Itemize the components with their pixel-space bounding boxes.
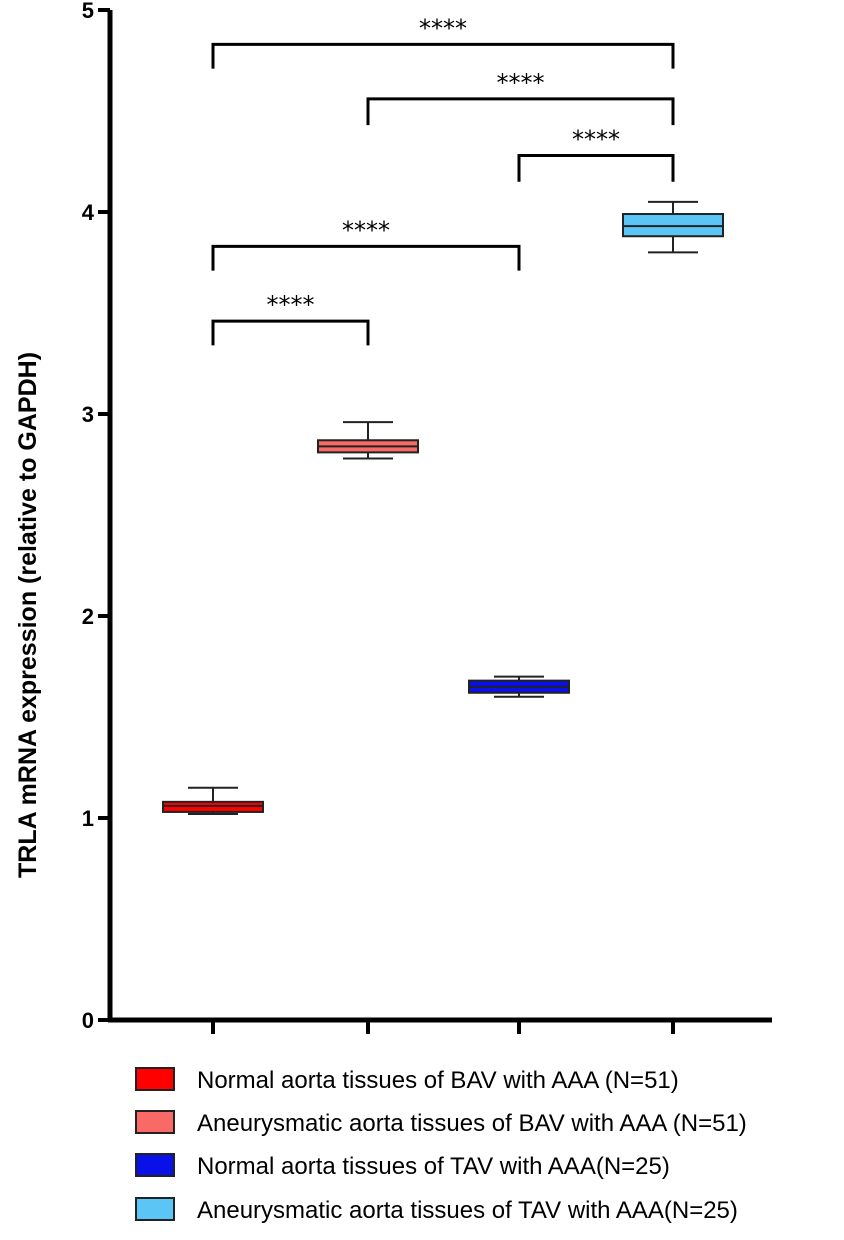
significance-label: **** [342, 216, 390, 244]
legend: Normal aorta tissues of BAV with AAA (N=… [135, 1067, 747, 1224]
box-group [317, 421, 419, 460]
legend-label: Aneurysmatic aorta tissues of BAV with A… [197, 1110, 747, 1137]
y-axis-label: TRLA mRNA expression (relative to GAPDH) [14, 352, 42, 878]
bracket-line [211, 319, 370, 346]
box-group [162, 786, 264, 815]
y-tick-label: 3 [82, 402, 94, 427]
significance-bracket: **** [211, 291, 370, 346]
boxes [162, 200, 724, 815]
legend-swatch [135, 1197, 175, 1221]
legend-label: Normal aorta tissues of BAV with AAA (N=… [197, 1067, 679, 1094]
significance-brackets: **** **** **** **** **** [211, 14, 675, 346]
significance-label: **** [267, 291, 315, 319]
legend-swatch [135, 1110, 175, 1134]
legend-swatch [135, 1153, 175, 1177]
box-group [622, 200, 724, 254]
legend-item: Aneurysmatic aorta tissues of TAV with A… [135, 1197, 738, 1224]
significance-bracket: **** [211, 216, 521, 271]
box [622, 213, 724, 238]
y-tick-label: 1 [82, 806, 94, 831]
significance-label: **** [572, 125, 620, 153]
axes: 0 1 2 3 4 5 [82, 0, 772, 1034]
legend-item: Aneurysmatic aorta tissues of BAV with A… [135, 1110, 747, 1137]
significance-bracket: **** [211, 14, 675, 69]
y-tick-label: 0 [82, 1008, 94, 1033]
legend-swatch [135, 1067, 175, 1091]
y-tick-label: 4 [82, 200, 95, 225]
bracket-line [366, 97, 675, 126]
significance-label: **** [419, 14, 467, 42]
significance-label: **** [497, 69, 545, 97]
bracket-line [211, 244, 521, 271]
legend-label: Normal aorta tissues of TAV with AAA(N=2… [197, 1153, 670, 1180]
significance-bracket: **** [517, 125, 675, 182]
significance-bracket: **** [366, 69, 675, 126]
legend-item: Normal aorta tissues of TAV with AAA(N=2… [135, 1153, 670, 1180]
y-tick-label: 5 [82, 0, 94, 23]
legend-item: Normal aorta tissues of BAV with AAA (N=… [135, 1067, 679, 1094]
y-tick-label: 2 [82, 604, 94, 629]
bracket-line [211, 42, 675, 69]
bracket-line [517, 153, 675, 182]
legend-label: Aneurysmatic aorta tissues of TAV with A… [197, 1197, 738, 1224]
box [162, 800, 264, 813]
box-group [468, 675, 570, 698]
